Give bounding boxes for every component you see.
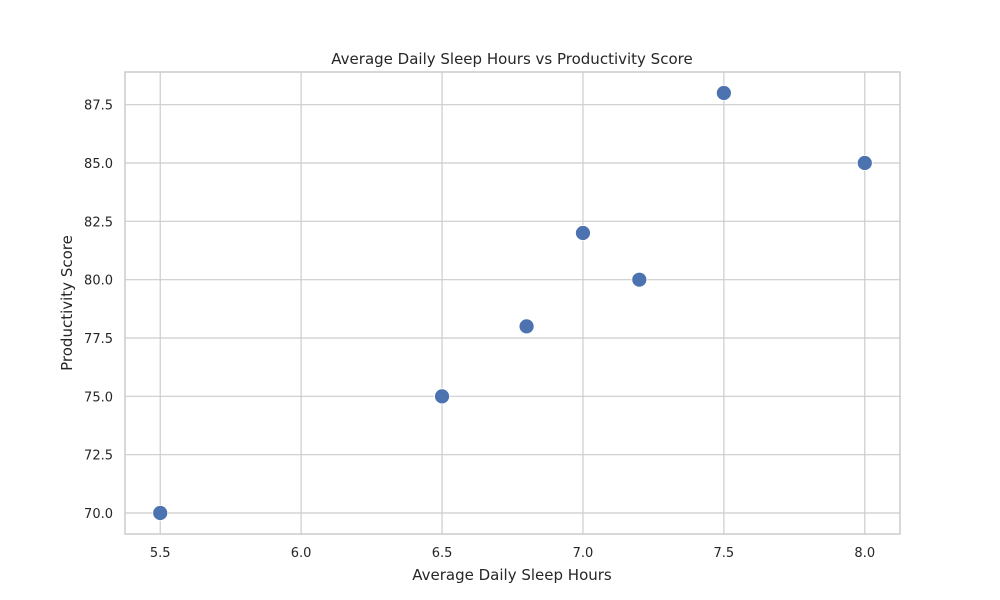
y-tick-label: 72.5 <box>84 449 113 464</box>
data-points <box>152 85 873 521</box>
x-tick-label: 8.0 <box>854 546 875 561</box>
data-point <box>575 225 591 241</box>
x-tick-label: 6.5 <box>432 546 453 561</box>
y-tick-label: 75.0 <box>84 390 113 405</box>
y-tick-label: 70.0 <box>84 507 113 522</box>
data-point <box>518 318 535 335</box>
x-tick-label: 6.0 <box>291 546 312 561</box>
data-point <box>152 505 169 521</box>
grid <box>125 72 900 534</box>
data-point <box>715 85 732 101</box>
data-point <box>631 271 648 288</box>
y-tick-label: 82.5 <box>84 215 113 230</box>
y-tick-label: 77.5 <box>84 332 113 347</box>
y-tick-label: 85.0 <box>84 157 113 172</box>
x-tick-label: 7.0 <box>573 546 594 561</box>
plot-frame <box>124 71 901 535</box>
data-point <box>856 155 873 171</box>
x-tick-label: 7.5 <box>714 546 735 561</box>
chart-title: Average Daily Sleep Hours vs Productivit… <box>331 50 692 68</box>
tick-labels: 5.5 6.0 6.5 7.0 7.5 8.0 70.0 72.5 75.0 77.5 80.0 82… <box>84 99 875 561</box>
y-axis-label: Productivity Score <box>58 235 76 371</box>
x-axis-label: Average Daily Sleep Hours <box>412 566 612 584</box>
data-point <box>434 388 450 405</box>
x-tick-label: 5.5 <box>150 546 171 561</box>
y-tick-label: 80.0 <box>84 274 113 289</box>
y-tick-label: 87.5 <box>84 99 113 114</box>
